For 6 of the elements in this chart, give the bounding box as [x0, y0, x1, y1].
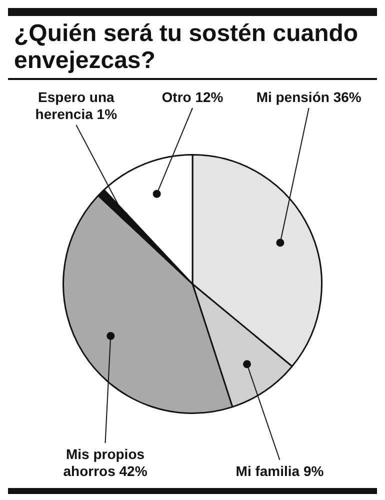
- slice-label: Espero una herencia 1%: [35, 89, 118, 122]
- slice-label: Mi pensión 36%: [256, 89, 362, 105]
- slice-label: Mi familia 9%: [236, 463, 324, 479]
- chart-title: ¿Quién será tu sostén cuando envejezcas?: [13, 19, 360, 76]
- slice-label: Mis propios ahorros 42%: [63, 446, 148, 479]
- slice-label: Otro 12%: [162, 89, 224, 105]
